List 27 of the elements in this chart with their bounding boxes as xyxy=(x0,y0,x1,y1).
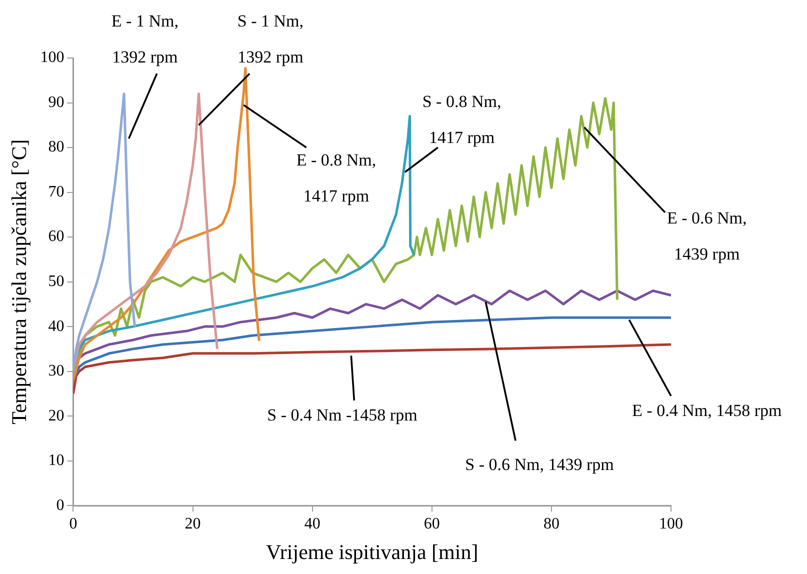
y-tick-label: 100 xyxy=(40,49,64,66)
y-tick-label: 10 xyxy=(48,452,64,470)
y-tick-label: 80 xyxy=(48,138,64,156)
y-tick-label: 40 xyxy=(48,318,64,335)
y-tick-label: 60 xyxy=(48,228,64,246)
y-axis-title: Temperatura tijela zupčanika [°C] xyxy=(7,139,32,424)
x-tick-label: 80 xyxy=(543,515,560,532)
series-label: S - 0.8 Nm, 1417 rpm xyxy=(422,92,502,148)
y-tick-label: 20 xyxy=(48,407,64,424)
x-tick-label: 0 xyxy=(69,515,78,532)
x-tick-label: 100 xyxy=(659,515,683,532)
y-tick-label: 90 xyxy=(48,94,64,111)
text: S - 1 Nm, 1392 rpm xyxy=(237,12,304,67)
y-tick-label: 50 xyxy=(48,273,64,290)
text: S - 0.4 Nm -1458 rpm xyxy=(267,406,418,425)
x-tick-label: 60 xyxy=(424,515,440,532)
y-tick-label: 30 xyxy=(48,362,64,380)
x-tick-label: 40 xyxy=(304,515,320,532)
x-tick-label: 20 xyxy=(184,515,201,532)
text: E - 0.4 Nm, 1458 rpm xyxy=(632,401,782,420)
y-tick-label: 70 xyxy=(48,183,64,200)
series-label: E - 1 Nm, 1392 rpm xyxy=(111,12,178,67)
text: E - 0.6 Nm, 1439 rpm xyxy=(666,208,747,264)
x-axis-title: Vrijeme ispitivanja [min] xyxy=(266,540,478,564)
text: E - 0.8 Nm, 1417 rpm xyxy=(296,150,376,206)
y-tick-label: 0 xyxy=(56,496,64,514)
text: S - 0.6 Nm, 1439 rpm xyxy=(465,454,614,474)
